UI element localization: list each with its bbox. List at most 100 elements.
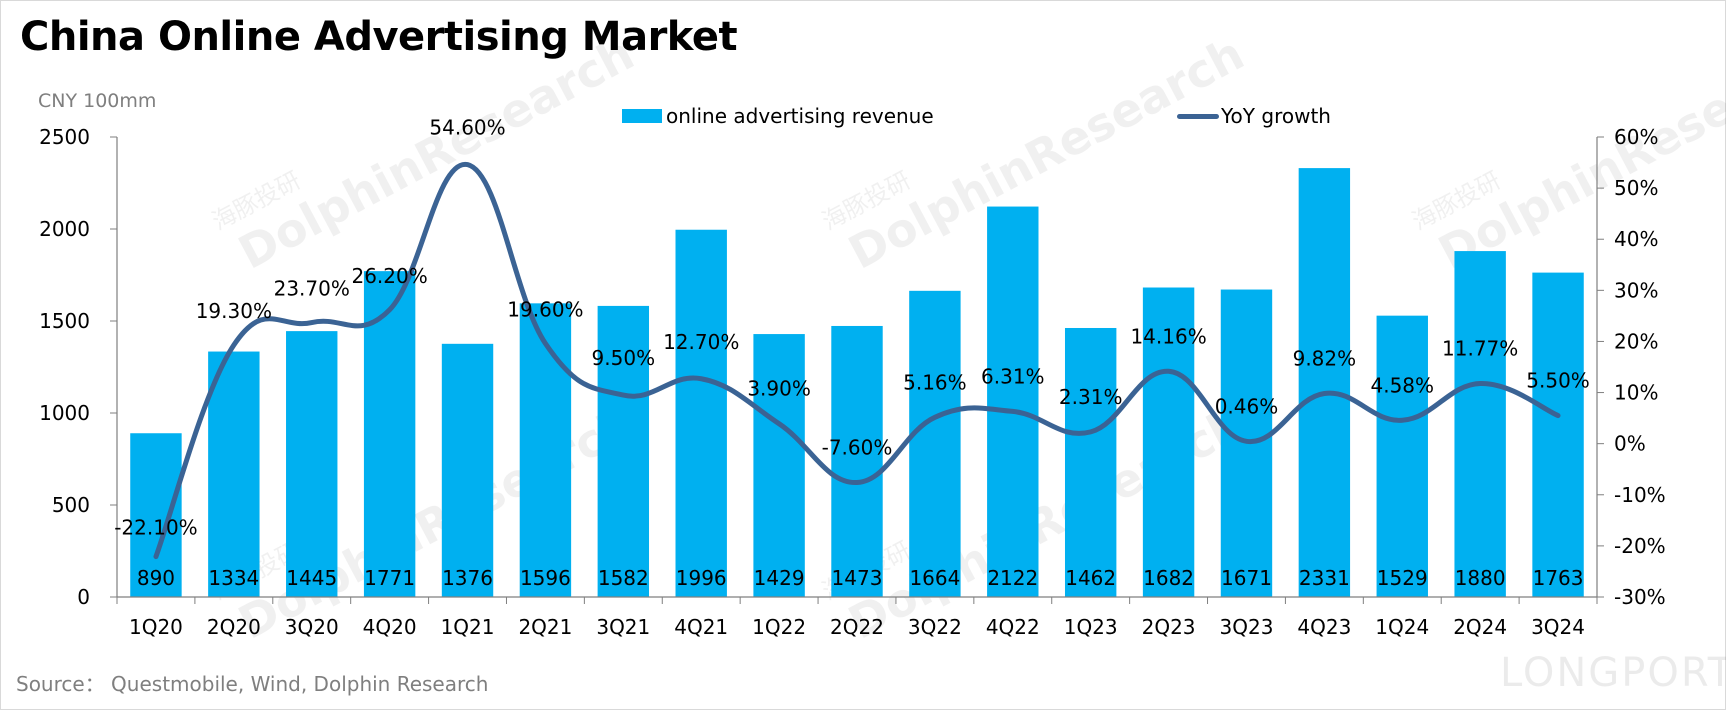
bar-1Q22 [753, 334, 805, 597]
bar-value-label: 1473 [832, 566, 883, 590]
legend-swatch-bar [622, 109, 662, 123]
left-tick-label: 0 [77, 585, 90, 609]
bar-4Q20 [363, 271, 416, 597]
yoy-value-label: 11.77% [1442, 337, 1518, 361]
bar-value-label: 1334 [208, 566, 259, 590]
left-tick-label: 2500 [39, 125, 90, 149]
x-tick-label: 3Q20 [285, 615, 339, 639]
x-tick-label: 4Q21 [674, 615, 728, 639]
yoy-value-label: 26.20% [351, 264, 427, 288]
source-note: Source： Questmobile, Wind, Dolphin Resea… [16, 672, 489, 696]
yoy-value-label: 3.90% [747, 377, 811, 401]
bar-value-label: 1445 [286, 566, 337, 590]
bar-1Q23 [1064, 327, 1117, 597]
right-tick-label: -30% [1614, 585, 1666, 609]
x-tick-label: 3Q24 [1531, 615, 1585, 639]
right-tick-label: 50% [1614, 176, 1658, 200]
yoy-value-label: 9.82% [1293, 346, 1357, 370]
right-tick-label: 40% [1614, 227, 1658, 251]
legend-label-revenue: online advertising revenue [666, 104, 934, 128]
bar-4Q21 [675, 229, 727, 597]
right-tick-label: 60% [1614, 125, 1658, 149]
bar-value-label: 890 [137, 566, 175, 590]
yoy-value-label: 19.30% [196, 299, 272, 323]
x-tick-label: 4Q23 [1297, 615, 1351, 639]
bar-2Q22 [831, 325, 883, 597]
yoy-value-label: 5.16% [903, 370, 967, 394]
bar-series [130, 168, 1584, 597]
x-tick-label: 1Q23 [1064, 615, 1118, 639]
bar-value-label: 1682 [1143, 566, 1194, 590]
bar-2Q20 [208, 351, 260, 597]
x-tick-label: 1Q20 [129, 615, 183, 639]
left-tick-label: 1500 [39, 309, 90, 333]
yoy-value-label: 9.50% [592, 346, 656, 370]
bar-value-label: 1763 [1533, 566, 1584, 590]
watermark-text: DolphinResearch [230, 26, 643, 280]
x-tick-label: 2Q24 [1453, 615, 1507, 639]
bar-3Q24 [1532, 272, 1584, 597]
legend-item-growth: YoY growth [1177, 103, 1331, 129]
yoy-value-label: 6.31% [981, 364, 1045, 388]
left-tick-label: 500 [52, 493, 90, 517]
x-tick-label: 2Q21 [518, 615, 572, 639]
bar-4Q23 [1298, 168, 1351, 597]
bar-value-label: 2331 [1299, 566, 1350, 590]
bar-value-label: 2122 [987, 566, 1038, 590]
yoy-value-label: 4.58% [1370, 373, 1434, 397]
bar-value-label: 1429 [754, 566, 805, 590]
bar-value-label: 1664 [909, 566, 960, 590]
right-tick-label: 20% [1614, 329, 1658, 353]
bar-value-label: 1771 [364, 566, 415, 590]
data-labels: 890 1Q20 1334 2Q20 1445 3Q20 1771 4Q20 1376 1Q21 1… [114, 116, 1590, 639]
x-tick-label: 4Q22 [986, 615, 1040, 639]
legend-label-growth: YoY growth [1221, 104, 1331, 128]
bar-2Q23 [1142, 287, 1195, 597]
bar-3Q20 [286, 331, 338, 597]
right-tick-label: 0% [1614, 432, 1646, 456]
watermark-corner: LONGPORT [1500, 650, 1726, 696]
x-tick-label: 4Q20 [363, 615, 417, 639]
bar-4Q22 [987, 206, 1039, 597]
x-tick-label: 2Q20 [207, 615, 261, 639]
x-tick-label: 2Q22 [830, 615, 884, 639]
right-tick-label: -10% [1614, 483, 1666, 507]
chart-title: China Online Advertising Market [20, 14, 738, 60]
left-tick-label: 2000 [39, 217, 90, 241]
yoy-value-label: 12.70% [663, 330, 739, 354]
x-tick-label: 3Q23 [1220, 615, 1274, 639]
yoy-value-label: -7.60% [822, 436, 893, 460]
bar-value-label: 1596 [520, 566, 571, 590]
bar-3Q22 [909, 290, 961, 597]
watermark-text: DolphinResearch [1430, 26, 1726, 280]
legend-item-revenue: online advertising revenue [622, 103, 934, 129]
x-tick-label: 2Q23 [1142, 615, 1196, 639]
bar-1Q21 [441, 343, 494, 597]
bar-value-label: 1376 [442, 566, 493, 590]
yoy-value-label: -22.10% [114, 516, 197, 540]
right-tick-label: 10% [1614, 381, 1658, 405]
bar-value-label: 1671 [1221, 566, 1272, 590]
yoy-value-label: 23.70% [274, 277, 350, 301]
right-tick-label: 30% [1614, 278, 1658, 302]
yoy-value-label: 14.16% [1130, 324, 1206, 348]
yoy-value-label: 54.60% [429, 116, 505, 140]
yoy-value-label: 2.31% [1059, 385, 1123, 409]
legend-swatch-line [1177, 113, 1219, 119]
x-tick-label: 3Q22 [908, 615, 962, 639]
bar-1Q20 [130, 433, 182, 597]
left-tick-label: 1000 [39, 401, 90, 425]
left-axis-unit: CNY 100mm [38, 90, 157, 112]
x-tick-label: 1Q21 [441, 615, 495, 639]
bar-value-label: 1529 [1377, 566, 1428, 590]
bar-value-label: 1462 [1065, 566, 1116, 590]
watermark-text: DolphinResearch [840, 26, 1253, 280]
x-tick-label: 1Q24 [1375, 615, 1429, 639]
yoy-value-label: 5.50% [1526, 369, 1590, 393]
bar-2Q21 [519, 303, 572, 597]
bar-value-label: 1996 [676, 566, 727, 590]
line-series [153, 162, 1561, 560]
bar-3Q21 [597, 305, 650, 597]
bar-1Q24 [1376, 315, 1428, 597]
